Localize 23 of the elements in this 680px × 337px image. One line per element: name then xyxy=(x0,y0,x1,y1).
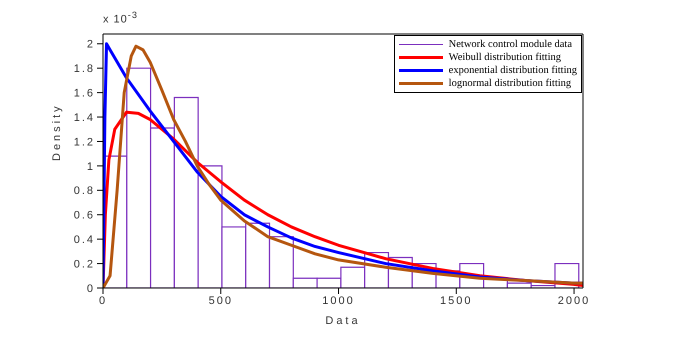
x-axis-title: Data xyxy=(325,315,361,327)
y-tick-label: 1.6 xyxy=(74,88,95,100)
y-tick-label: 1.8 xyxy=(74,63,95,76)
legend-label: Network control module data xyxy=(448,39,572,50)
y-tick-label: 0.4 xyxy=(74,234,95,246)
legend-label: lognormal distribution fitting xyxy=(448,78,572,89)
text: x 10$^{-3}$ xyxy=(103,10,138,26)
y-tick-label: 0.2 xyxy=(74,258,95,270)
x-tick-label: 0 xyxy=(98,294,108,307)
x-tick-label: 2000 xyxy=(558,294,590,307)
y-tick-label: 1.4 xyxy=(74,112,95,124)
y-tick-label: 0.8 xyxy=(74,185,95,198)
legend-label: exponential distribution fitting xyxy=(448,65,577,76)
x-tick-label: 1500 xyxy=(440,294,473,307)
y-tick-label: 0 xyxy=(86,282,95,295)
y-axis-title: Density xyxy=(50,103,63,161)
y-tick-label: 1.2 xyxy=(74,136,95,148)
x-tick-label: 1000 xyxy=(322,294,355,307)
x-tick-label: 500 xyxy=(208,294,233,307)
y-tick-label: 2 xyxy=(86,38,95,51)
y-tick-label: 0.6 xyxy=(74,210,95,222)
legend-label: Weibull distribution fitting xyxy=(448,52,561,63)
y-tick-label: 1 xyxy=(86,160,95,173)
